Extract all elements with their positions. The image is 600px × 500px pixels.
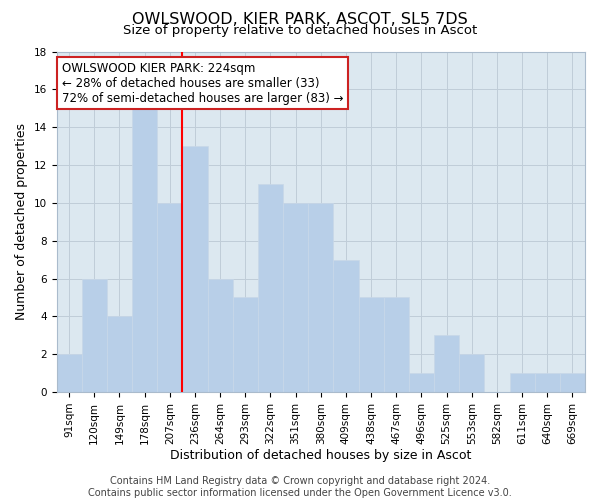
Text: OWLSWOOD KIER PARK: 224sqm
← 28% of detached houses are smaller (33)
72% of semi: OWLSWOOD KIER PARK: 224sqm ← 28% of deta… [62, 62, 343, 104]
Bar [308, 203, 334, 392]
Bar [107, 316, 132, 392]
Bar [434, 336, 459, 392]
Bar [208, 278, 233, 392]
Bar [182, 146, 208, 392]
Bar [82, 278, 107, 392]
Bar [283, 203, 308, 392]
Bar [56, 354, 82, 392]
Bar [132, 108, 157, 392]
Bar [509, 373, 535, 392]
Text: Size of property relative to detached houses in Ascot: Size of property relative to detached ho… [123, 24, 477, 37]
Text: Contains HM Land Registry data © Crown copyright and database right 2024.
Contai: Contains HM Land Registry data © Crown c… [88, 476, 512, 498]
Bar [233, 298, 258, 392]
Bar [258, 184, 283, 392]
X-axis label: Distribution of detached houses by size in Ascot: Distribution of detached houses by size … [170, 450, 472, 462]
Bar [359, 298, 383, 392]
Bar [560, 373, 585, 392]
Bar [334, 260, 359, 392]
Bar [535, 373, 560, 392]
Y-axis label: Number of detached properties: Number of detached properties [15, 124, 28, 320]
Text: OWLSWOOD, KIER PARK, ASCOT, SL5 7DS: OWLSWOOD, KIER PARK, ASCOT, SL5 7DS [132, 12, 468, 28]
Bar [383, 298, 409, 392]
Bar [157, 203, 182, 392]
Bar [459, 354, 484, 392]
Bar [409, 373, 434, 392]
